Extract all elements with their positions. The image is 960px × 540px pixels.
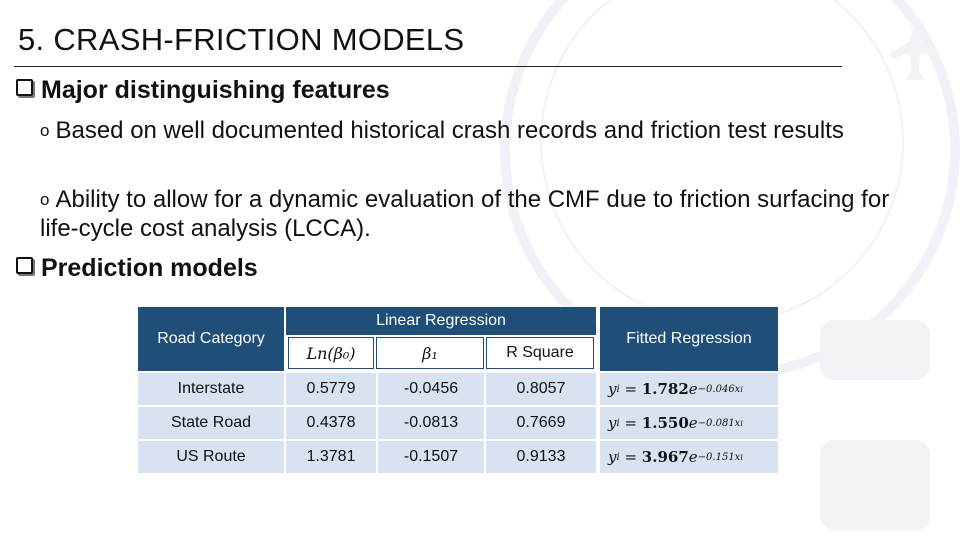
header-r-square: R Square	[486, 337, 594, 369]
row-state-road: State Road	[138, 407, 284, 439]
row-us-ln: 1.3781	[286, 441, 376, 473]
row-state-b1: -0.0813	[378, 407, 484, 439]
circle-bullet-icon: o	[40, 121, 50, 140]
row-us-road: US Route	[138, 441, 284, 473]
row-interstate-b1: -0.0456	[378, 373, 484, 405]
row-interstate-r2: 0.8057	[486, 373, 596, 405]
circle-bullet-icon: o	[40, 190, 50, 209]
slide-title: 5. CRASH-FRICTION MODELS	[18, 22, 465, 57]
header-beta1: β₁	[376, 337, 484, 369]
bullet-prediction: Prediction models	[16, 254, 258, 283]
header-fitted-regression: Fitted Regression	[600, 307, 778, 371]
bullet-major: Major distinguishing features	[16, 76, 390, 105]
car-icon	[820, 320, 930, 380]
checkbox-bullet-icon	[16, 79, 33, 96]
row-interstate-road: Interstate	[138, 373, 284, 405]
row-state-r2: 0.7669	[486, 407, 596, 439]
row-us-b1: -0.1507	[378, 441, 484, 473]
row-us-r2: 0.9133	[486, 441, 596, 473]
bus-icon	[820, 440, 930, 530]
row-interstate-ln: 0.5779	[286, 373, 376, 405]
checkbox-bullet-icon	[16, 257, 33, 274]
sub-bullet-2: o Ability to allow for a dynamic evaluati…	[40, 186, 890, 242]
title-rule	[14, 66, 842, 67]
header-ln-beta0: Ln(β₀)	[288, 337, 374, 369]
row-state-ln: 0.4378	[286, 407, 376, 439]
sub-bullet-1: o Based on well documented historical cra…	[40, 117, 844, 144]
header-linear-regression: Linear Regression	[286, 307, 596, 335]
header-road-category: Road Category	[138, 307, 284, 371]
